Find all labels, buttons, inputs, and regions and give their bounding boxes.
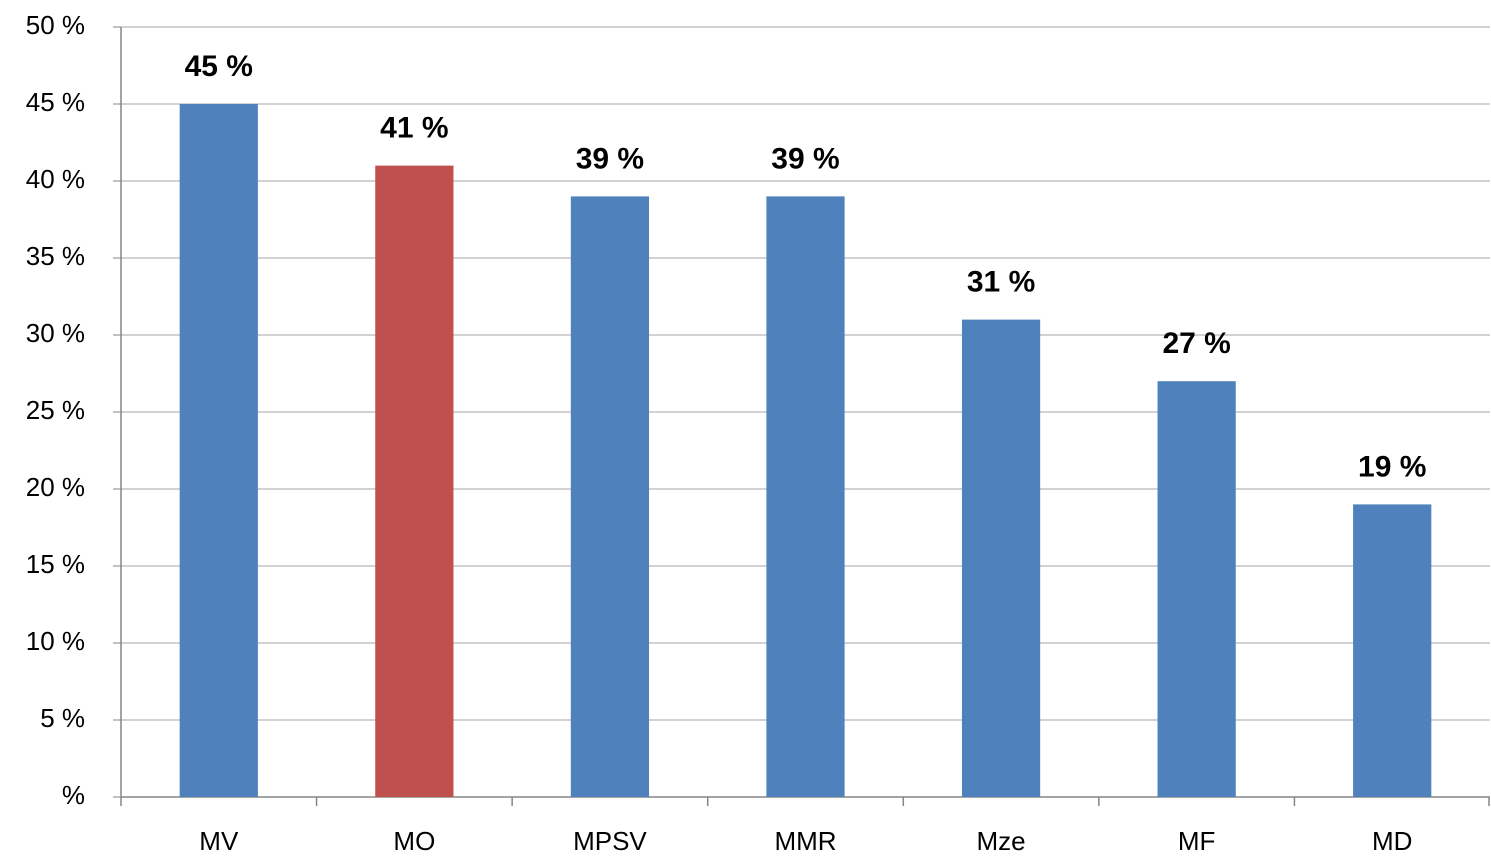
data-label: 19 % — [1358, 450, 1426, 483]
y-tick-label: % — [62, 780, 85, 810]
data-label: 41 % — [380, 112, 448, 145]
y-tick-label: 45 % — [26, 87, 85, 117]
data-label: 39 % — [576, 142, 644, 175]
bar — [766, 196, 845, 797]
bar — [375, 165, 454, 798]
x-tick-label: Mze — [977, 826, 1026, 856]
y-tick-label: 20 % — [26, 472, 85, 502]
bar — [570, 196, 650, 797]
y-tick-label: 5 % — [40, 703, 85, 733]
y-tick-label: 30 % — [26, 318, 85, 348]
bar — [1353, 504, 1432, 797]
bar — [1157, 381, 1236, 797]
data-label: 39 % — [771, 142, 839, 175]
y-tick-label: 10 % — [26, 626, 85, 656]
bar — [961, 319, 1041, 797]
data-label: 45 % — [185, 50, 253, 83]
y-tick-label: 50 % — [26, 10, 85, 40]
bar — [179, 104, 258, 797]
y-tick-label: 40 % — [26, 164, 85, 194]
x-tick-label: MD — [1372, 826, 1412, 856]
x-tick-label: MMR — [774, 826, 836, 856]
y-tick-label: 15 % — [26, 549, 85, 579]
x-tick-label: MF — [1178, 826, 1216, 856]
y-tick-label: 35 % — [26, 241, 85, 271]
y-tick-label: 25 % — [26, 395, 85, 425]
x-tick-label: MV — [199, 826, 239, 856]
data-label: 31 % — [967, 266, 1035, 299]
x-tick-label: MPSV — [573, 826, 647, 856]
data-label: 27 % — [1162, 327, 1230, 360]
x-tick-label: MO — [393, 826, 435, 856]
